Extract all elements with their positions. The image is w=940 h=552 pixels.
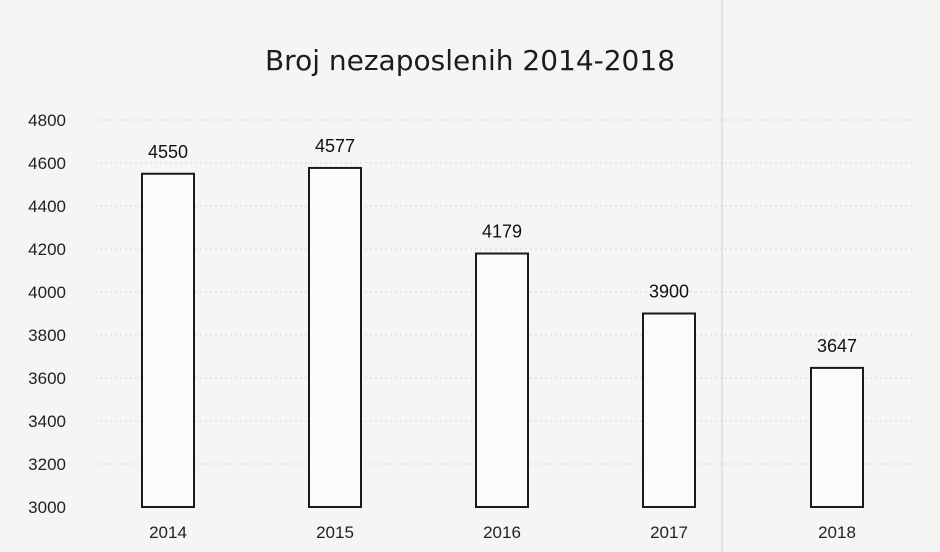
y-tick-label: 4400 [28, 197, 66, 216]
data-label-2017: 3900 [649, 282, 689, 302]
data-label-2018: 3647 [817, 336, 857, 356]
x-axis-categories: 2014 2015 2016 2017 2018 [149, 523, 856, 542]
y-tick-label: 4200 [28, 240, 66, 259]
y-tick-label: 3000 [28, 498, 66, 517]
y-axis-ticks: 3000 3200 3400 3600 3800 4000 4200 4400 4600 4800 [28, 111, 66, 517]
bar-2017 [642, 312, 696, 508]
bar-2018 [810, 366, 864, 508]
y-tick-label: 3400 [28, 412, 66, 431]
y-tick-label: 4600 [28, 154, 66, 173]
x-category-label: 2017 [650, 523, 688, 542]
y-tick-label: 4000 [28, 283, 66, 302]
data-label-2014: 4550 [148, 142, 188, 162]
x-category-label: 2016 [483, 523, 521, 542]
y-tick-label: 4800 [28, 111, 66, 130]
y-tick-label: 3200 [28, 455, 66, 474]
data-labels: 4550 4577 4179 3900 3647 [148, 136, 857, 356]
x-category-label: 2015 [316, 523, 354, 542]
x-category-label: 2018 [818, 523, 856, 542]
bar-2016 [475, 252, 529, 508]
y-tick-label: 3800 [28, 326, 66, 345]
bar-2015 [308, 166, 362, 508]
data-label-2015: 4577 [315, 136, 355, 156]
chart-title: Broj nezaposlenih 2014-2018 [265, 44, 675, 77]
data-label-2016: 4179 [482, 222, 522, 242]
y-tick-label: 3600 [28, 369, 66, 388]
x-category-label: 2014 [149, 523, 187, 542]
bar-2014 [141, 172, 195, 508]
bars [141, 166, 864, 508]
